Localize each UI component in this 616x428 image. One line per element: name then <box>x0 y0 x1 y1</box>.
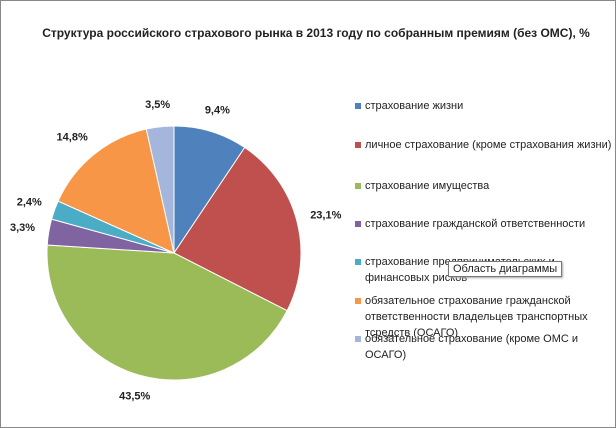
legend-swatch <box>355 142 361 148</box>
legend-label: личное страхование (кроме страхования жи… <box>365 139 612 151</box>
legend-item: страхование гражданской ответственности <box>355 216 615 232</box>
legend-item: личное страхование (кроме страхования жи… <box>355 137 615 153</box>
data-label: 9,4% <box>205 104 230 116</box>
pie-slice <box>57 128 175 254</box>
legend-item: обязательное страхование (кроме ОМС и ОС… <box>355 331 615 363</box>
legend-swatch <box>355 221 361 227</box>
legend-label: страхование жизни <box>365 100 464 112</box>
data-label: 43,5% <box>119 391 150 403</box>
data-label: 3,5% <box>145 99 170 111</box>
legend-swatch <box>355 103 361 109</box>
pie-slice <box>46 244 288 381</box>
legend-swatch <box>355 259 361 265</box>
tooltip: Область диаграммы <box>448 261 563 277</box>
legend-swatch <box>355 298 361 304</box>
legend-item: страхование жизни <box>355 98 615 114</box>
data-label: 14,8% <box>57 132 88 144</box>
legend-label: обязательное страхование гражданской отв… <box>365 295 588 339</box>
pie-slice <box>145 125 175 254</box>
legend-label: страхование гражданской ответственности <box>365 218 586 230</box>
data-label: 3,3% <box>10 222 35 234</box>
data-label: 23,1% <box>310 209 341 221</box>
chart-title: Структура российского страхового рынка в… <box>42 26 590 40</box>
legend-swatch <box>355 336 361 342</box>
pie-slice <box>173 146 302 312</box>
legend-label: страхование имущества <box>365 180 490 192</box>
legend-swatch <box>355 183 361 189</box>
legend-item: обязательное страхование гражданской отв… <box>355 293 615 341</box>
data-label: 2,4% <box>17 196 42 208</box>
legend-item: страхование имущества <box>355 178 615 194</box>
legend-label: обязательное страхование (кроме ОМС и ОС… <box>365 333 579 361</box>
